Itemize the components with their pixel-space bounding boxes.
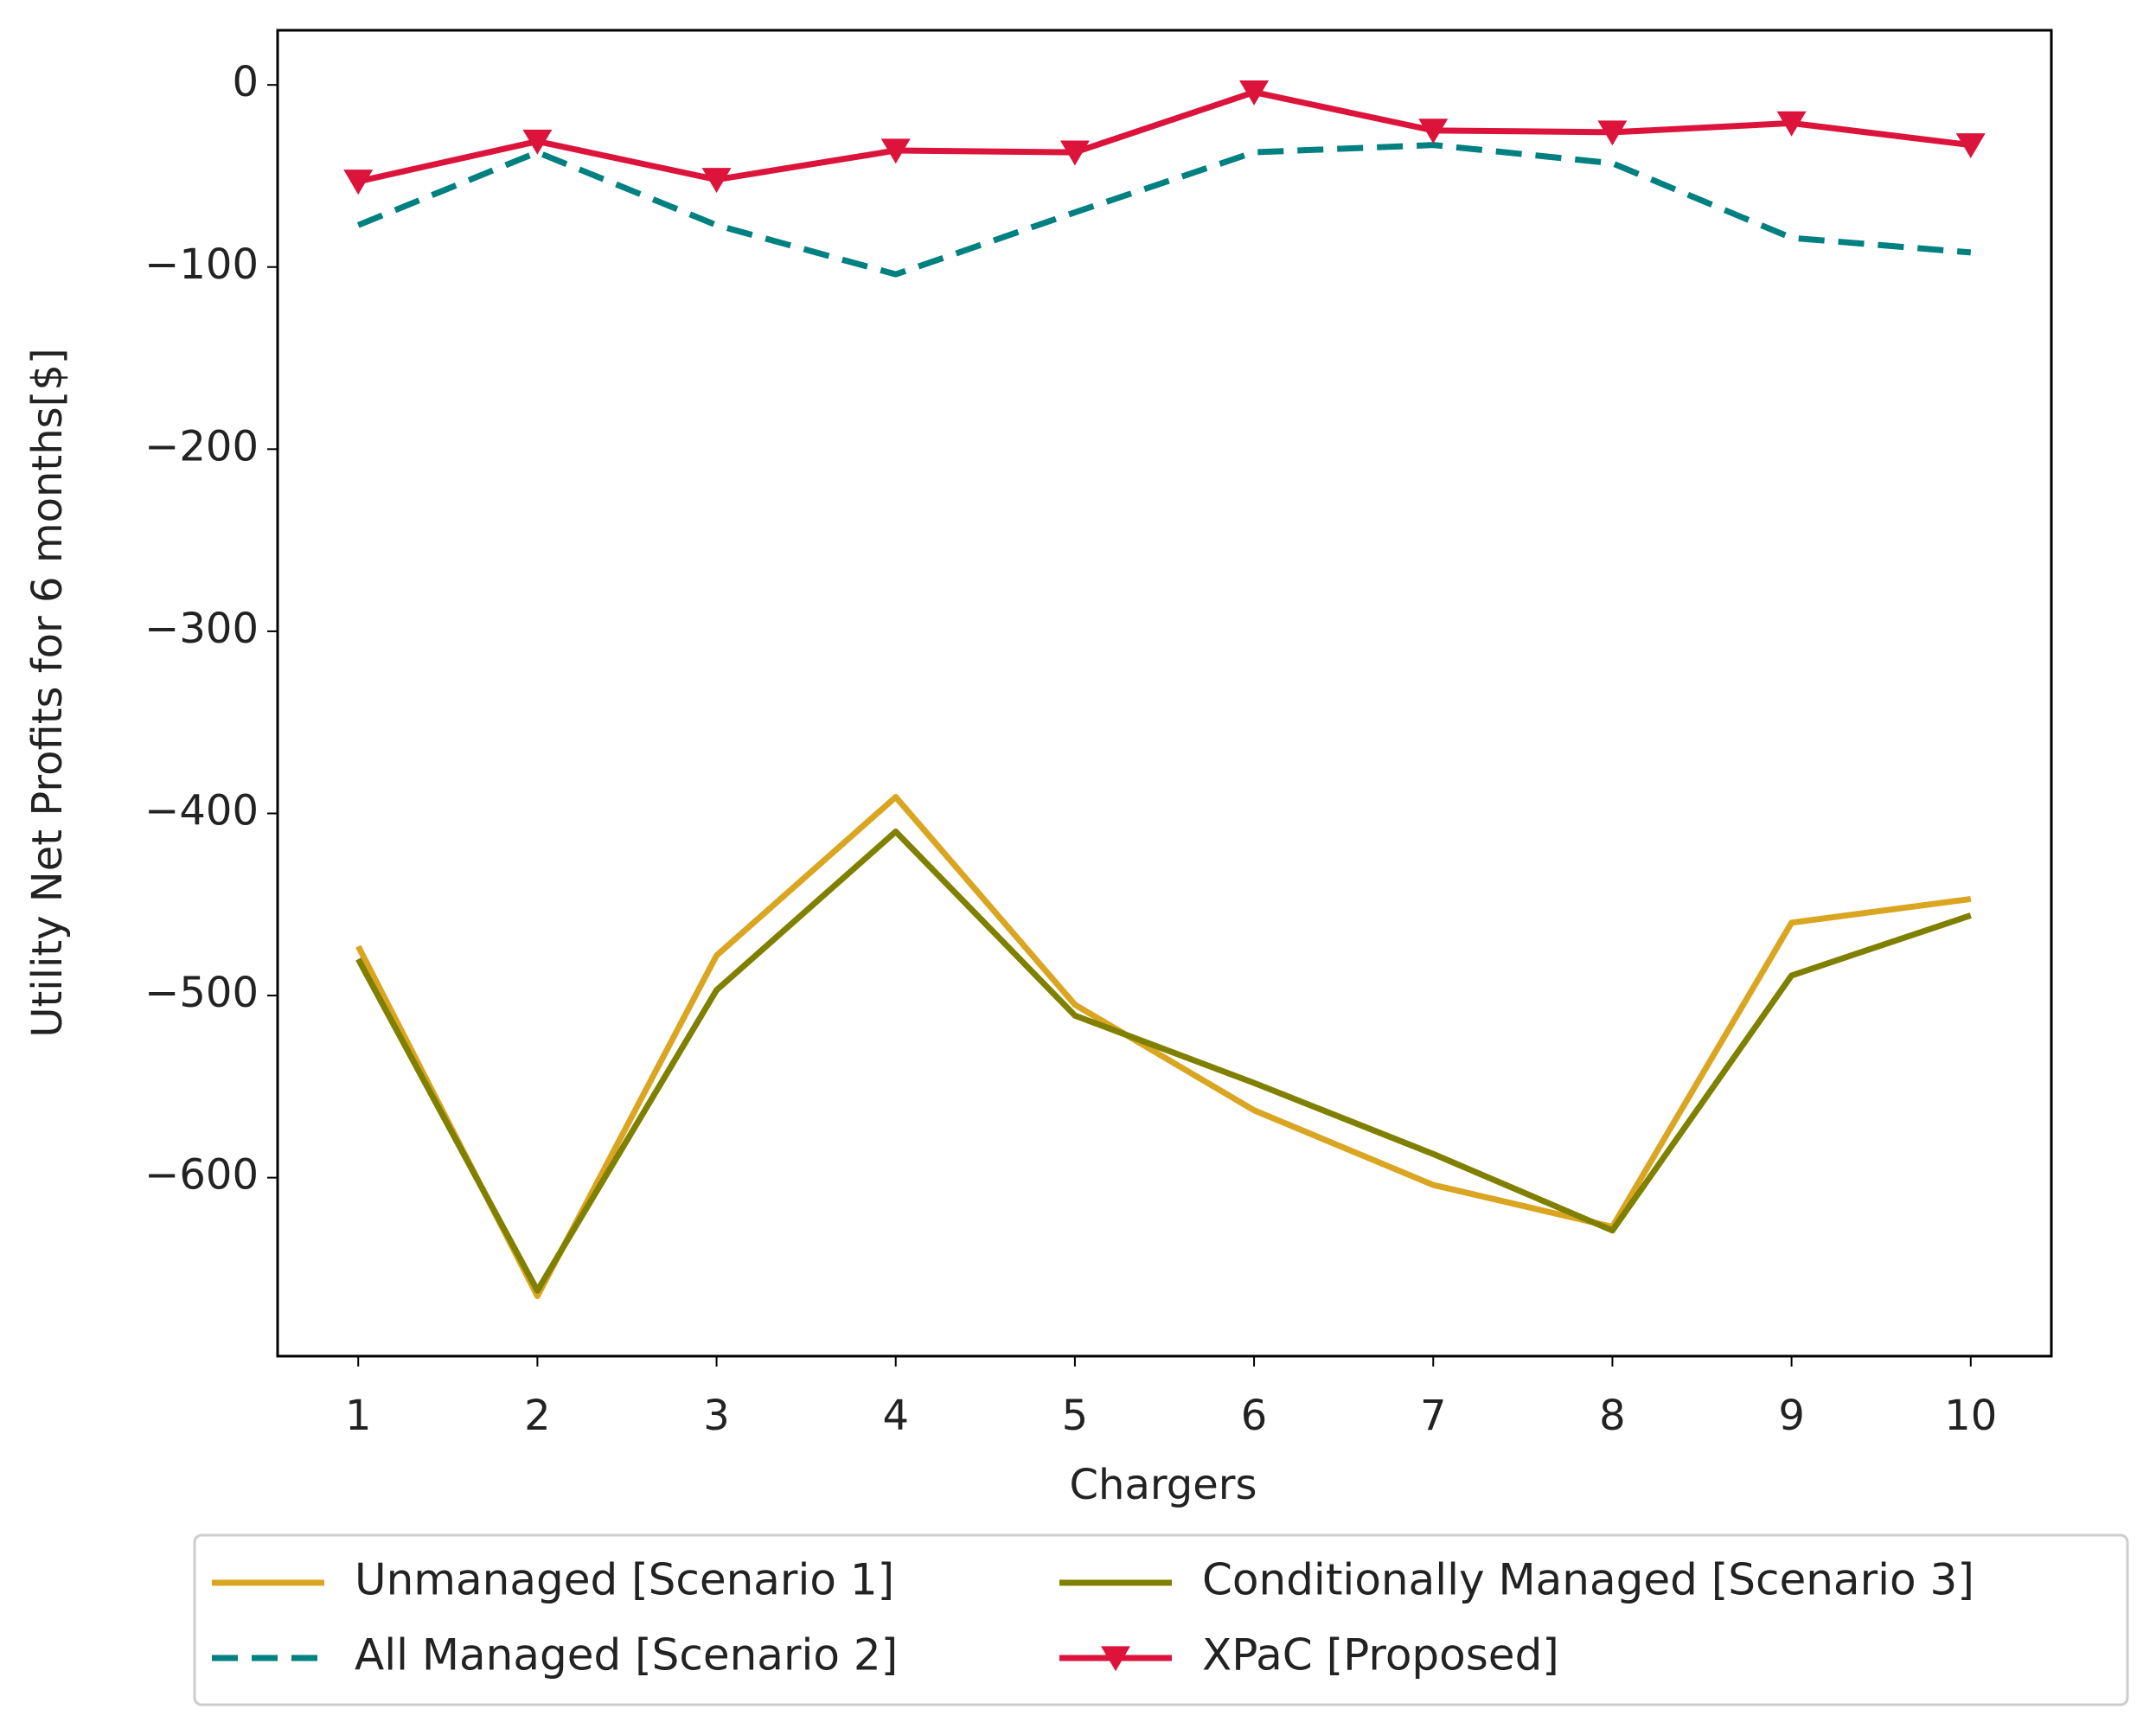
x-tick-label: 10 [1944,1392,1997,1440]
x-tick-label: 2 [524,1392,551,1440]
legend-marker [1101,1646,1130,1672]
series-line [355,829,1972,1294]
x-tick-label: 4 [882,1392,909,1440]
legend-label: Unmanaged [Scenario 1] [355,1555,894,1605]
marker [1239,80,1270,106]
x-tick-label: 9 [1778,1392,1805,1440]
marker [1059,140,1090,166]
marker [1418,118,1449,144]
y-tick-label: −300 [144,605,259,653]
marker [1776,111,1807,137]
x-tick-label: 8 [1599,1392,1626,1440]
x-tick-label: 6 [1241,1392,1268,1440]
series-line [356,142,1972,278]
x-tick-label: 5 [1062,1392,1089,1440]
series-line [355,794,1972,1300]
legend: Unmanaged [Scenario 1] All Managed [Scena… [193,1533,2129,1706]
plot-frame [276,29,2053,1358]
legend-box [193,1533,2129,1706]
y-tick-label: −200 [144,422,259,471]
y-axis-label: Utility Net Profits for 6 months[$] [23,348,72,1037]
y-tick-label: −600 [144,1151,259,1200]
marker [1597,120,1628,146]
marker [522,129,553,155]
series-line [357,89,1972,185]
legend-label: XPaC [Proposed] [1202,1630,1559,1680]
legend-label: Conditionally Managed [Scenario 3] [1202,1555,1974,1605]
x-tick-label: 3 [703,1392,730,1440]
x-tick-label: 1 [345,1392,372,1440]
x-axis-label: Chargers [1070,1461,1257,1509]
y-tick-label: −400 [144,786,259,835]
marker [701,168,732,193]
legend-label: All Managed [Scenario 2] [355,1630,898,1680]
y-tick-label: −500 [144,969,259,1017]
marker [1955,133,1986,158]
x-tick-label: 7 [1420,1392,1447,1440]
marker [880,138,911,164]
y-tick-label: 0 [232,58,259,106]
marker [343,170,374,195]
y-tick-label: −100 [144,240,259,289]
